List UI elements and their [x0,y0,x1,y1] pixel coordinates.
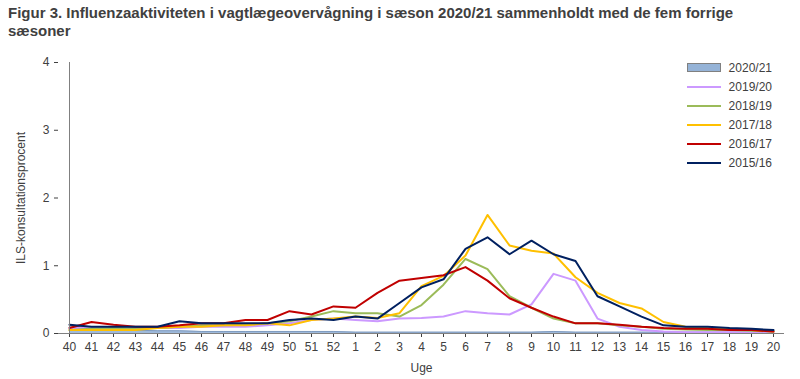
html-text:2018/19: 2018/19 [728,98,772,113]
svg-text:17: 17 [701,340,715,354]
svg-text:1: 1 [43,259,50,273]
svg-text:51: 51 [305,340,319,354]
svg-text:13: 13 [613,340,627,354]
svg-text:19: 19 [745,340,759,354]
html-text:Figur 3. Influenzaaktiviteten: Figur 3. Influenzaaktiviteten i vagtlæge… [8,4,734,39]
svg-text:9: 9 [528,340,535,354]
svg-text:6: 6 [462,340,469,354]
svg-text:43: 43 [129,340,143,354]
html-text:2016/17: 2016/17 [728,136,772,151]
svg-text:3: 3 [43,123,50,137]
svg-text:47: 47 [217,340,231,354]
svg-text:4: 4 [418,340,425,354]
svg-text:0: 0 [43,326,50,340]
html-text:2015/16: 2015/16 [728,155,772,170]
svg-text:8: 8 [506,340,513,354]
html-text:2020/21: 2020/21 [728,60,772,75]
svg-text:18: 18 [723,340,737,354]
svg-text:48: 48 [239,340,253,354]
svg-text:42: 42 [107,340,121,354]
svg-text:41: 41 [85,340,99,354]
svg-text:1: 1 [352,340,359,354]
svg-text:49: 49 [261,340,275,354]
svg-text:16: 16 [679,340,693,354]
svg-text:7: 7 [484,340,491,354]
html-text:2019/20: 2019/20 [728,79,772,94]
svg-text:11: 11 [569,340,582,354]
svg-text:15: 15 [657,340,671,354]
svg-text:2: 2 [374,340,381,354]
svg-text:10: 10 [547,340,561,354]
svg-text:44: 44 [151,340,165,354]
svg-text:46: 46 [195,340,209,354]
svg-text:12: 12 [591,340,605,354]
svg-text:ILS-konsultationsprocent: ILS-konsultationsprocent [14,131,28,264]
svg-text:52: 52 [327,340,341,354]
svg-text:Uge: Uge [410,361,432,375]
html-text:2017/18: 2017/18 [728,117,772,132]
svg-text:50: 50 [283,340,297,354]
svg-text:45: 45 [173,340,187,354]
svg-text:4: 4 [43,55,50,69]
svg-text:3: 3 [396,340,403,354]
svg-text:20: 20 [767,340,781,354]
svg-text:40: 40 [63,340,77,354]
svg-text:2: 2 [43,191,50,205]
svg-text:14: 14 [635,340,649,354]
svg-text:5: 5 [440,340,447,354]
